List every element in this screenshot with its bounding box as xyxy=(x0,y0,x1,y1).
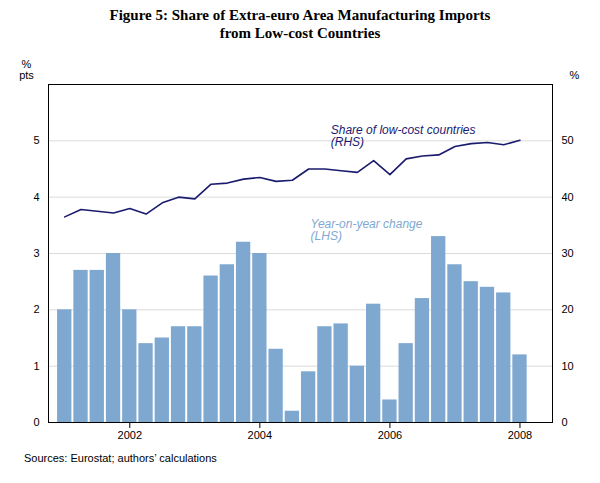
svg-text:2006: 2006 xyxy=(378,429,402,441)
svg-text:1: 1 xyxy=(33,360,39,372)
html-text:Sources: Eurostat; authors’ ca: Sources: Eurostat; authors’ calculations xyxy=(24,452,217,464)
svg-text:2: 2 xyxy=(33,303,39,315)
svg-text:2002: 2002 xyxy=(118,429,142,441)
svg-text:2008: 2008 xyxy=(508,429,532,441)
svg-text:50: 50 xyxy=(562,134,574,146)
svg-text:Share of low-cost countries(RH: Share of low-cost countries(RHS) xyxy=(331,123,476,149)
svg-text:%pts: %pts xyxy=(19,58,34,81)
svg-text:40: 40 xyxy=(562,191,574,203)
svg-text:%: % xyxy=(570,69,580,81)
svg-text:30: 30 xyxy=(562,247,574,259)
svg-text:20: 20 xyxy=(562,303,574,315)
svg-text:Year-on-year change(LHS): Year-on-year change(LHS) xyxy=(311,217,423,243)
svg-text:0: 0 xyxy=(33,416,39,428)
html-text:Figure 5: Share of Extra-euro: Figure 5: Share of Extra-euro Area Manuf… xyxy=(109,7,491,41)
svg-text:2004: 2004 xyxy=(248,429,272,441)
svg-text:3: 3 xyxy=(33,247,39,259)
svg-text:5: 5 xyxy=(33,134,39,146)
svg-text:0: 0 xyxy=(562,416,568,428)
svg-text:10: 10 xyxy=(562,360,574,372)
svg-text:4: 4 xyxy=(33,191,39,203)
